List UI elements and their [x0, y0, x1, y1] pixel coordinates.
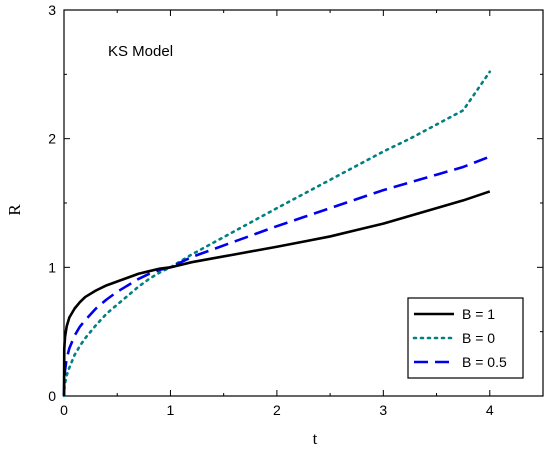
x-tick-label: 1: [167, 402, 175, 418]
legend-label: B = 1: [462, 306, 495, 322]
series-layer: [62, 70, 492, 398]
series-line-0: [62, 190, 491, 397]
x-tick-label: 2: [273, 402, 281, 418]
y-tick-label: 0: [48, 388, 56, 404]
y-tick-label: 2: [48, 131, 56, 147]
y-tick-label: 1: [48, 259, 56, 275]
y-tick-label: 3: [48, 2, 56, 18]
axes-layer: 0 1 2 3 4 0 1 2 3: [48, 2, 544, 418]
legend-label: B = 0: [462, 330, 495, 346]
y-axis-title: R: [5, 204, 24, 216]
legend: B = 1 B = 0 B = 0.5: [407, 297, 524, 379]
chart-annotation: KS Model: [108, 43, 173, 60]
x-axis-title: t: [313, 429, 318, 448]
x-tick-label: 4: [486, 402, 494, 418]
x-tick-label: 3: [379, 402, 387, 418]
series-line-1: [62, 70, 492, 398]
x-tick-label: 0: [60, 402, 68, 418]
legend-label: B = 0.5: [462, 354, 507, 370]
